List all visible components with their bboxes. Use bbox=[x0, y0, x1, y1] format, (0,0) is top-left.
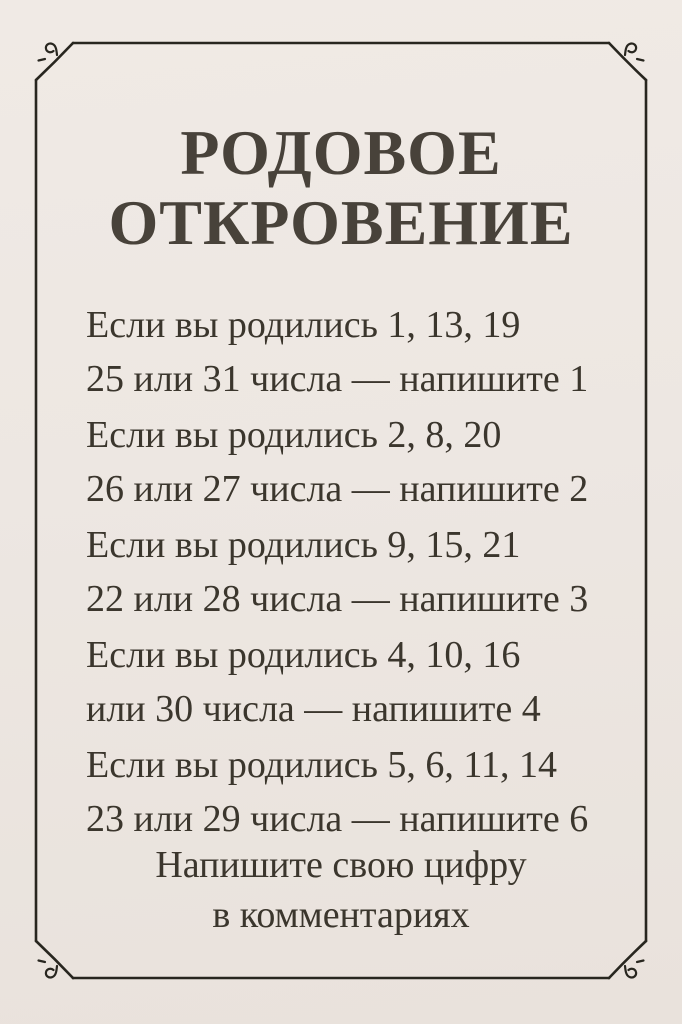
page-title-line-1: РОДОВОЕ bbox=[180, 117, 502, 188]
page-title-line-2: ОТКРОВЕНИЕ bbox=[108, 187, 574, 258]
rule-line: Если вы родились 5, 6, 11, 14 bbox=[86, 744, 558, 786]
rule-line: Если вы родились 1, 13, 19 bbox=[86, 304, 521, 346]
rule-item: Если вы родились 5, 6, 11, 14 23 или 29 … bbox=[86, 738, 642, 846]
footer-cta-line-1: Напишите свою цифру bbox=[155, 844, 527, 886]
footer-cta-line-2: в комментариях bbox=[212, 894, 470, 936]
rule-line: 25 или 31 числа — напишите 1 bbox=[86, 358, 589, 400]
rule-line: 22 или 28 числа — напишите 3 bbox=[86, 578, 589, 620]
rule-line: Если вы родились 2, 8, 20 bbox=[86, 414, 502, 456]
rule-line: или 30 числа — напишите 4 bbox=[86, 688, 541, 730]
rule-item: Если вы родились 2, 8, 20 26 или 27 числ… bbox=[86, 408, 642, 516]
rule-item: Если вы родились 4, 10, 16 или 30 числа … bbox=[86, 628, 642, 736]
rule-line: 23 или 29 числа — напишите 6 bbox=[86, 798, 589, 840]
rule-item: Если вы родились 9, 15, 21 22 или 28 чис… bbox=[86, 518, 642, 626]
footer-cta: Напишите свою цифру в комментариях bbox=[40, 840, 642, 940]
rule-line: Если вы родились 9, 15, 21 bbox=[86, 524, 521, 566]
rule-item: Если вы родились 1, 13, 19 25 или 31 чис… bbox=[86, 298, 642, 406]
rule-line: 26 или 27 числа — напишите 2 bbox=[86, 468, 589, 510]
page-title: РОДОВОЕ ОТКРОВЕНИЕ bbox=[40, 118, 642, 258]
birthdate-rules-list: Если вы родились 1, 13, 19 25 или 31 чис… bbox=[86, 298, 642, 846]
rule-line: Если вы родились 4, 10, 16 bbox=[86, 634, 521, 676]
